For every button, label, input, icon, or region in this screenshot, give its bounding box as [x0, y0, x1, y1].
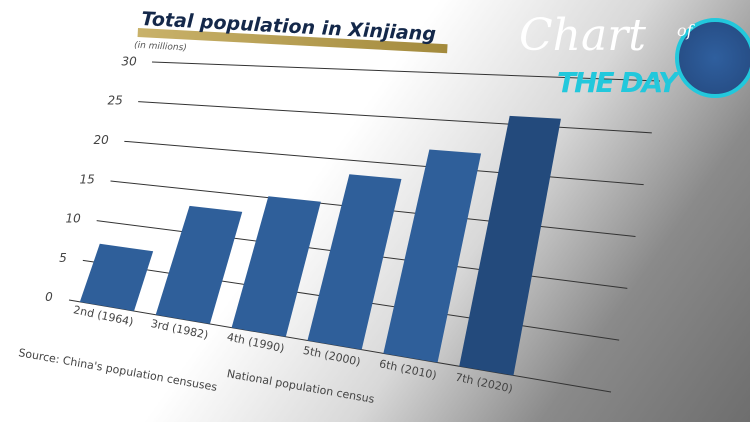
y-tick-label: 25 [107, 94, 122, 108]
bar [155, 205, 243, 324]
y-tick-label: 30 [121, 54, 137, 68]
logo-of-text: of [677, 21, 693, 40]
bar [383, 149, 482, 363]
logo-chart-text: Chart [519, 10, 646, 61]
gridline [151, 61, 661, 82]
y-tick-label: 5 [59, 251, 67, 265]
logo-circle [675, 18, 750, 98]
y-tick-label: 20 [93, 133, 109, 147]
y-tick-label: 15 [79, 172, 94, 186]
gridline [124, 140, 644, 186]
x-axis-label: National population census [226, 367, 376, 406]
source-note: Source: China's population censuses [17, 346, 218, 394]
bar [79, 243, 154, 312]
logo-day-text: THE DAY [557, 66, 678, 99]
bar [231, 196, 321, 337]
bar [307, 174, 402, 350]
y-tick-label: 0 [45, 290, 53, 304]
bar [459, 115, 561, 376]
y-tick-label: 10 [65, 212, 81, 226]
chart-of-the-day-logo: Chart of THE DAY [515, 8, 750, 108]
gridline [138, 101, 652, 134]
